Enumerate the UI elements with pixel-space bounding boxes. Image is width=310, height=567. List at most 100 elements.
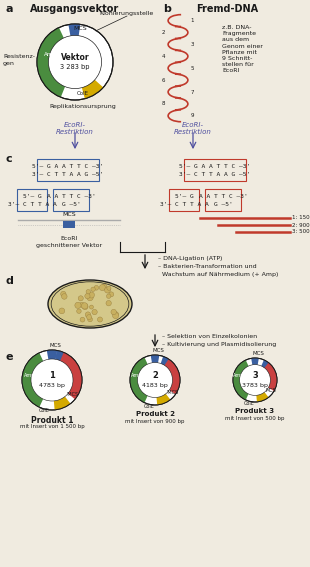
Circle shape xyxy=(107,286,111,290)
Text: Produkt 3: Produkt 3 xyxy=(235,408,275,414)
Text: Restriktion: Restriktion xyxy=(56,129,94,135)
Wedge shape xyxy=(37,28,65,97)
Text: 3: 3 xyxy=(252,371,258,380)
Text: Produkt 1: Produkt 1 xyxy=(31,416,73,425)
Text: Ampʳ: Ampʳ xyxy=(44,52,58,57)
Text: 5'– G: 5'– G xyxy=(175,194,193,200)
Text: Ampʳ: Ampʳ xyxy=(131,373,143,378)
Text: G –5': G –5' xyxy=(62,202,80,208)
Circle shape xyxy=(37,24,113,100)
Text: 5'– G A A T T C –3': 5'– G A A T T C –3' xyxy=(179,163,250,168)
Text: gen: gen xyxy=(3,61,15,66)
Text: MCS: MCS xyxy=(265,388,276,393)
Text: Fremd-DNA: Fremd-DNA xyxy=(196,4,258,14)
Text: 5: 5 xyxy=(191,66,194,71)
Circle shape xyxy=(86,290,91,294)
Text: 'MCS: 'MCS xyxy=(67,392,79,397)
Circle shape xyxy=(106,301,111,306)
Text: 4783 bp: 4783 bp xyxy=(39,383,65,387)
Circle shape xyxy=(113,312,118,317)
Circle shape xyxy=(94,285,99,290)
Text: EcoRI-: EcoRI- xyxy=(64,122,86,128)
Text: 1: 1 xyxy=(49,371,55,380)
Circle shape xyxy=(77,309,81,314)
Wedge shape xyxy=(263,361,277,391)
Text: 4: 4 xyxy=(162,54,166,59)
Ellipse shape xyxy=(51,282,129,326)
Circle shape xyxy=(106,294,111,298)
Text: Vektor: Vektor xyxy=(61,53,89,61)
Circle shape xyxy=(75,302,81,308)
Text: MCS: MCS xyxy=(73,26,87,31)
Text: A A T T C –3': A A T T C –3' xyxy=(199,194,247,200)
Text: 2: 2 xyxy=(152,371,158,380)
Text: a: a xyxy=(6,4,14,14)
Text: Resistenz-: Resistenz- xyxy=(3,53,35,58)
Circle shape xyxy=(92,310,97,315)
Text: Produkt 2: Produkt 2 xyxy=(135,411,175,417)
Text: ColE: ColE xyxy=(77,91,89,96)
Circle shape xyxy=(22,350,82,410)
Text: 3'– C T T A A G –5': 3'– C T T A A G –5' xyxy=(179,171,250,176)
Text: 5'– G A A T T C –3': 5'– G A A T T C –3' xyxy=(32,163,104,168)
Text: geschnittener Vektor: geschnittener Vektor xyxy=(36,243,102,248)
Circle shape xyxy=(80,317,85,322)
Text: 4183 bp: 4183 bp xyxy=(142,383,168,387)
Wedge shape xyxy=(54,396,70,410)
Text: 3: 3 xyxy=(191,42,194,47)
Text: b: b xyxy=(163,4,171,14)
Wedge shape xyxy=(22,353,43,407)
Text: c: c xyxy=(6,154,13,164)
Text: 6: 6 xyxy=(162,78,166,83)
Circle shape xyxy=(91,287,95,291)
Text: – Bakterien-Transformation und: – Bakterien-Transformation und xyxy=(158,264,257,269)
Text: Ampʳ: Ampʳ xyxy=(24,373,37,378)
Text: z.B. DNA-
Fragmente
aus dem
Genom einer
Pflanze mit
9 Schnitt-
stellen für
EcoRI: z.B. DNA- Fragmente aus dem Genom einer … xyxy=(222,25,263,73)
Text: mit Insert von 1 500 bp: mit Insert von 1 500 bp xyxy=(20,424,84,429)
Circle shape xyxy=(82,304,88,310)
Wedge shape xyxy=(69,24,80,36)
Circle shape xyxy=(87,294,93,301)
Wedge shape xyxy=(55,350,64,361)
Text: e: e xyxy=(6,352,14,362)
Circle shape xyxy=(111,310,116,315)
Text: 9: 9 xyxy=(191,113,194,119)
Wedge shape xyxy=(82,80,103,99)
Text: 2: 2 xyxy=(162,30,166,35)
Text: 3'– C T T A A: 3'– C T T A A xyxy=(8,202,56,208)
Text: Ausgangsvektor: Ausgangsvektor xyxy=(30,4,120,14)
Text: Wachstum auf Nährmedium (+ Amp): Wachstum auf Nährmedium (+ Amp) xyxy=(158,272,278,277)
Bar xyxy=(63,221,75,228)
Text: 5'– G: 5'– G xyxy=(23,194,41,200)
Circle shape xyxy=(88,292,95,298)
Text: 3'– C T T A A G –5': 3'– C T T A A G –5' xyxy=(32,171,104,176)
Wedge shape xyxy=(47,350,57,359)
Text: – Kultivierung und Plasmidisolierung: – Kultivierung und Plasmidisolierung xyxy=(162,342,276,347)
Wedge shape xyxy=(151,355,159,363)
Text: 1: 1500 bp: 1: 1500 bp xyxy=(292,215,310,221)
Text: mit Insert von 900 bp: mit Insert von 900 bp xyxy=(125,419,185,424)
Wedge shape xyxy=(161,357,169,365)
Text: 7: 7 xyxy=(191,90,194,95)
Circle shape xyxy=(85,294,90,299)
Wedge shape xyxy=(261,360,268,368)
Text: 2: 900 bp: 2: 900 bp xyxy=(292,222,310,227)
Text: – DNA-Ligation (ATP): – DNA-Ligation (ATP) xyxy=(158,256,222,261)
Text: Ampʳ: Ampʳ xyxy=(233,373,246,378)
Text: Replikationsursprung: Replikationsursprung xyxy=(50,104,116,109)
Circle shape xyxy=(59,308,65,314)
Circle shape xyxy=(82,303,88,309)
Text: mit Insert von 500 bp: mit Insert von 500 bp xyxy=(225,416,285,421)
Circle shape xyxy=(104,287,111,293)
Ellipse shape xyxy=(48,280,132,328)
Circle shape xyxy=(113,312,119,319)
Text: EcoRI: EcoRI xyxy=(60,236,78,241)
Wedge shape xyxy=(162,357,180,394)
Circle shape xyxy=(99,285,105,291)
Circle shape xyxy=(78,296,83,301)
Wedge shape xyxy=(233,360,249,400)
Text: ColE: ColE xyxy=(143,404,154,409)
Text: – Selektion von Einzelkolonien: – Selektion von Einzelkolonien xyxy=(162,334,257,339)
Circle shape xyxy=(86,315,92,320)
Circle shape xyxy=(233,358,277,402)
